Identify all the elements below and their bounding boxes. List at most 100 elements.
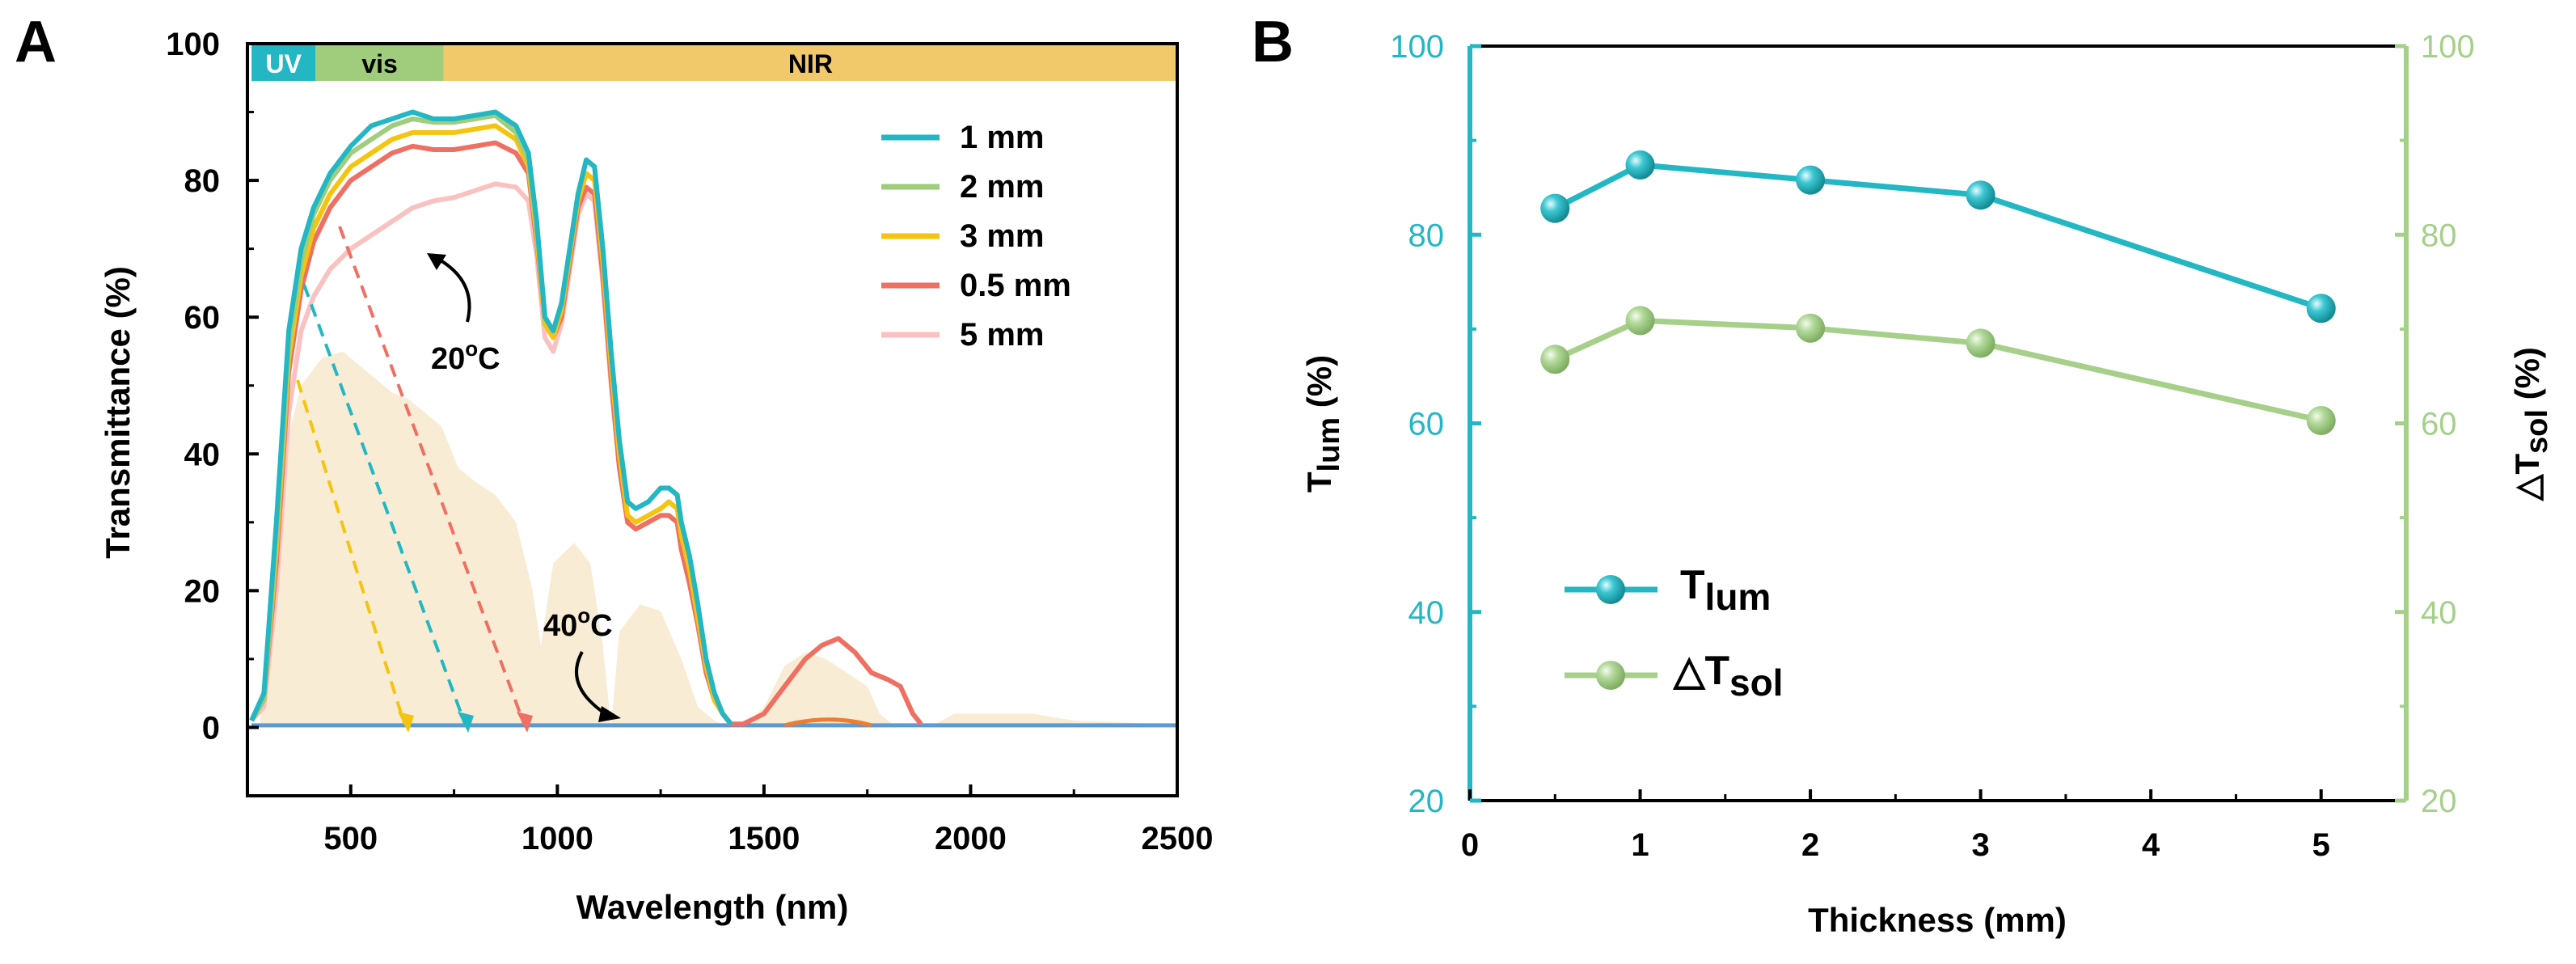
legend-a-label-2: 3 mm bbox=[960, 218, 1045, 254]
x-tick-label-b-3: 3 bbox=[1972, 827, 1990, 863]
point-b-0-2 bbox=[1796, 165, 1826, 195]
legend-b-tsol-sub: sol bbox=[1729, 662, 1783, 704]
panel-b-letter: B bbox=[1252, 10, 1294, 74]
y-right-unit: (%) bbox=[2508, 347, 2546, 409]
y-tick-label-a-4: 80 bbox=[184, 163, 221, 199]
band-label-1: vis bbox=[361, 49, 397, 78]
annotation-40c-unit: C bbox=[590, 609, 612, 643]
y-tick-label-b-left-2: 60 bbox=[1408, 407, 1445, 442]
panel-a: A UV vis NIR 20oC 40oC 1 mm2 mm3 mm0.5 mm5… bbox=[15, 10, 1213, 926]
transmittance-lines bbox=[249, 109, 1177, 728]
legend-b-tsol-main: △T bbox=[1672, 648, 1729, 693]
x-tick-label-b-4: 4 bbox=[2142, 827, 2160, 863]
solar-spectrum-shading bbox=[260, 351, 1177, 728]
point-b-0-3 bbox=[1966, 180, 1995, 210]
point-b-1-1 bbox=[1625, 306, 1655, 336]
y-tick-label-a-0: 0 bbox=[202, 710, 220, 746]
y-left-main: T bbox=[1300, 471, 1338, 493]
y-tick-label-b-left-4: 100 bbox=[1390, 29, 1444, 65]
axes-a: 500 1000 1500 2000 2500 0 20 40 60 80 100 bbox=[166, 27, 1213, 856]
y-tick-label-a-5: 100 bbox=[166, 27, 220, 62]
baseline-40c-bump bbox=[783, 717, 872, 728]
x-tick-label-a-1: 1000 bbox=[522, 821, 593, 856]
arrowhead-teal bbox=[458, 712, 474, 733]
point-b-0-1 bbox=[1625, 150, 1655, 180]
arrowhead-red bbox=[517, 712, 533, 733]
y-tick-label-a-1: 20 bbox=[184, 573, 221, 609]
plot-frame-a bbox=[246, 42, 1179, 797]
y-left-unit: (%) bbox=[1300, 355, 1338, 417]
dashed-arrow-yellow bbox=[296, 379, 406, 725]
y-right-sub: sol bbox=[2520, 409, 2554, 454]
thickness-lines bbox=[1540, 150, 2336, 436]
annotation-20c-degree: o bbox=[465, 336, 478, 361]
annotation-20c-unit: C bbox=[478, 342, 500, 376]
x-tick-label-a-3: 2000 bbox=[935, 821, 1007, 856]
x-axis-title-a: Wavelength (nm) bbox=[576, 888, 849, 926]
band-label-2: NIR bbox=[788, 49, 833, 78]
x-tick-label-a-4: 2500 bbox=[1142, 821, 1214, 856]
y-tick-label-b-left-3: 80 bbox=[1408, 218, 1445, 253]
legend-b-tlum-sub: lum bbox=[1705, 576, 1772, 618]
band-label-0: UV bbox=[265, 49, 302, 78]
band-2 bbox=[443, 44, 1177, 81]
y-axis-title-b-left: Tlum (%) bbox=[1300, 355, 1346, 493]
annotation-20c: 20oC bbox=[431, 336, 500, 376]
series-line-b-1 bbox=[1553, 317, 2322, 424]
y-tick-label-b-right-2: 60 bbox=[2421, 407, 2457, 442]
legend-a-label-0: 1 mm bbox=[960, 120, 1045, 155]
x-tick-label-b-5: 5 bbox=[2312, 827, 2330, 863]
legend-a-label-1: 2 mm bbox=[960, 169, 1045, 205]
legend-a: 1 mm 2 mm 3 mm 0.5 mm 5 mm bbox=[881, 120, 1071, 353]
dashed-arrows bbox=[296, 226, 533, 733]
arrowhead-20c bbox=[427, 253, 446, 270]
panel-a-letter: A bbox=[15, 10, 57, 74]
curved-arrow-20c bbox=[439, 259, 471, 323]
legend-b-label-tlum: Tlum bbox=[1680, 562, 1771, 618]
y-tick-label-a-3: 60 bbox=[184, 300, 221, 336]
dashed-arrow-red bbox=[338, 226, 526, 725]
point-b-0-0 bbox=[1540, 193, 1570, 223]
y-right-main: △T bbox=[2508, 454, 2546, 501]
legend-a-label-3: 0.5 mm bbox=[960, 268, 1071, 303]
point-b-1-4 bbox=[2306, 406, 2336, 436]
band-0 bbox=[251, 44, 316, 81]
y-tick-label-b-left-1: 40 bbox=[1408, 595, 1445, 631]
point-b-0-4 bbox=[2306, 294, 2336, 323]
point-b-1-0 bbox=[1540, 345, 1570, 374]
band-1 bbox=[315, 44, 444, 81]
point-b-1-2 bbox=[1796, 313, 1826, 343]
x-tick-label-b-0: 0 bbox=[1461, 827, 1479, 863]
arrowhead-40c bbox=[598, 706, 621, 722]
legend-b-marker-tsol bbox=[1596, 661, 1625, 690]
legend-b-marker-tlum bbox=[1596, 575, 1625, 604]
y-tick-label-b-right-3: 80 bbox=[2421, 218, 2457, 253]
annotation-40c: 40oC bbox=[543, 603, 613, 643]
legend-b-label-tsol: △Tsol bbox=[1672, 648, 1783, 704]
y-tick-label-b-right-1: 40 bbox=[2421, 595, 2457, 631]
y-tick-label-b-left-0: 20 bbox=[1408, 784, 1445, 819]
x-axis-title-b: Thickness (mm) bbox=[1808, 901, 2067, 939]
dashed-arrow-teal bbox=[302, 284, 467, 725]
spectrum-bands: UV vis NIR bbox=[251, 44, 1177, 81]
axes-b: 0 1 2 3 4 5 20 20 40 40 60 60 80 80 100 100 bbox=[1390, 29, 2475, 863]
y-left-sub: lum bbox=[1312, 417, 1346, 472]
y-axis-title-b-right: △Tsol (%) bbox=[2508, 347, 2554, 501]
y-tick-label-a-2: 40 bbox=[184, 437, 221, 472]
annotation-40c-degree: o bbox=[577, 603, 590, 628]
y-tick-label-b-right-0: 20 bbox=[2421, 784, 2457, 819]
point-b-1-3 bbox=[1966, 328, 1995, 358]
legend-b-tlum-main: T bbox=[1680, 562, 1705, 607]
x-tick-label-a-0: 500 bbox=[323, 821, 378, 856]
curved-arrow-40c bbox=[575, 651, 604, 713]
x-tick-label-a-2: 1500 bbox=[728, 821, 800, 856]
series-line-b-0 bbox=[1553, 162, 2322, 311]
solar-area bbox=[260, 351, 1177, 728]
arrowhead-yellow bbox=[398, 712, 414, 733]
legend-b: Tlum △Tsol bbox=[1565, 562, 1783, 704]
legend-a-label-4: 5 mm bbox=[960, 317, 1045, 353]
annotation-40c-value: 40 bbox=[543, 609, 577, 643]
x-tick-label-b-1: 1 bbox=[1631, 827, 1649, 863]
